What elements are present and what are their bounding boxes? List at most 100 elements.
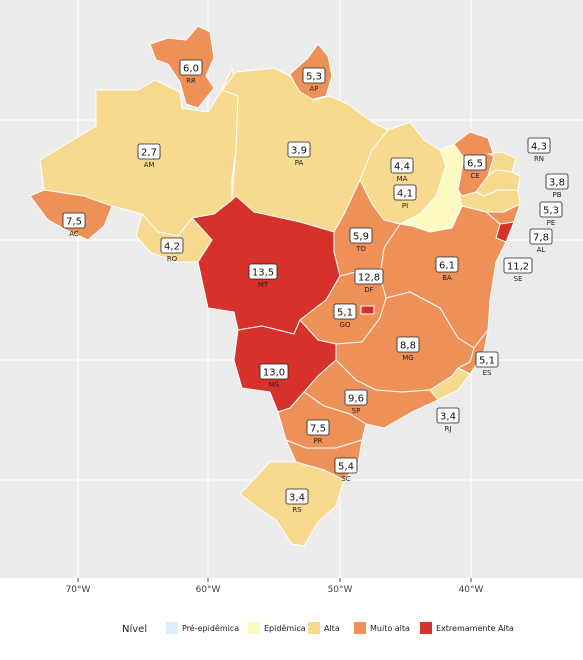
- state-abbr: PE: [547, 219, 556, 227]
- legend-swatch-epi: [248, 622, 260, 634]
- state-label-AM: 2,7 AM: [137, 143, 161, 169]
- state-abbr: PA: [295, 159, 304, 167]
- state-value-box: [287, 141, 311, 158]
- state-abbr: DF: [364, 286, 373, 294]
- legend-swatch-pre: [166, 622, 178, 634]
- state-abbr: RR: [186, 77, 196, 85]
- state-value-box: [302, 67, 326, 84]
- x-tick-label: 40°W: [459, 585, 484, 595]
- state-value: 5,9: [353, 232, 369, 243]
- state-value: 5,3: [543, 206, 559, 217]
- state-label-CE: 6,5 CE: [463, 154, 487, 180]
- state-value-box: [393, 184, 417, 201]
- state-label-RS: 3,4 RS: [285, 488, 309, 514]
- state-value: 13,0: [263, 368, 285, 379]
- state-value: 5,1: [337, 308, 353, 319]
- state-value: 4,2: [164, 242, 180, 253]
- state-value-box: [435, 256, 459, 273]
- state-label-RN: 4,3 RN: [527, 137, 551, 163]
- state-label-PI: 4,1 PI: [393, 184, 417, 210]
- state-label-SP: 9,6 SP: [344, 389, 368, 415]
- state-label-RO: 4,2 RO: [160, 237, 184, 263]
- state-label-MG: 8,8 MG: [396, 336, 420, 362]
- state-value: 3,9: [291, 146, 307, 157]
- state-abbr: PB: [552, 191, 561, 199]
- state-abbr: PI: [402, 202, 408, 210]
- legend: Nível Pré-epidêmica Epidêmica Alta Muito al…: [122, 622, 514, 635]
- state-value: 3,4: [289, 493, 305, 504]
- state-value-box: [390, 157, 414, 174]
- legend-swatch-alta: [308, 622, 320, 634]
- state-value-box: [248, 263, 278, 280]
- state-label-MA: 4,4 MA: [390, 157, 414, 183]
- legend-label-epi: Epidêmica: [264, 623, 306, 633]
- state-abbr: RJ: [445, 425, 452, 433]
- state-abbr: MS: [269, 381, 280, 389]
- state-abbr: SE: [514, 275, 523, 283]
- state-value-box: [160, 237, 184, 254]
- state-value: 9,6: [348, 394, 364, 405]
- state-label-GO: 5,1 GO: [333, 303, 357, 329]
- state-label-RJ: 3,4 RJ: [436, 407, 460, 433]
- state-abbr: AM: [144, 161, 155, 169]
- state-value-box: [436, 407, 460, 424]
- state-value: 3,8: [549, 178, 565, 189]
- state-label-DF: 12,8 DF: [354, 268, 384, 294]
- legend-label-muito: Muito alta: [370, 624, 410, 633]
- state-value-box: [62, 212, 86, 229]
- state-abbr: SC: [341, 475, 350, 483]
- state-label-SE: 11,2 SE: [503, 257, 533, 283]
- state-value-box: [179, 59, 203, 76]
- state-label-AL: 7,8 AL: [529, 228, 553, 254]
- state-value-box: [503, 257, 533, 274]
- state-label-PE: 5,3 PE: [539, 201, 563, 227]
- state-abbr: RO: [167, 255, 178, 263]
- state-value: 2,7: [141, 148, 157, 159]
- state-value-box: [344, 389, 368, 406]
- state-value-box: [539, 201, 563, 218]
- legend-title: Nível: [122, 623, 147, 635]
- state-value-box: [349, 227, 373, 244]
- legend-label-alta: Alta: [324, 624, 340, 633]
- state-label-MS: 13,0 MS: [259, 363, 289, 389]
- state-value: 7,5: [310, 424, 326, 435]
- legend-swatch-muito: [354, 622, 366, 634]
- state-value: 5,1: [479, 356, 495, 367]
- legend-swatch-extrema: [420, 622, 432, 634]
- legend-label-extrema: Extremamente Alta: [436, 624, 514, 633]
- state-value-box: [475, 351, 499, 368]
- state-value: 4,4: [394, 162, 410, 173]
- x-tick-label: 50°W: [328, 585, 353, 595]
- state-abbr: RS: [292, 506, 302, 514]
- state-label-PB: 3,8 PB: [545, 173, 569, 199]
- state-value: 6,1: [439, 261, 455, 272]
- state-value-box: [137, 143, 161, 160]
- state-value: 6,0: [183, 64, 199, 75]
- state-label-RR: 6,0 RR: [179, 59, 203, 85]
- x-tick-label: 60°W: [196, 585, 221, 595]
- state-value: 4,1: [397, 189, 413, 200]
- state-label-AC: 7,5 AC: [62, 212, 86, 238]
- state-label-PR: 7,5 PR: [306, 419, 330, 445]
- state-abbr: AP: [309, 85, 318, 93]
- state-abbr: ES: [483, 369, 492, 377]
- state-value-box: [396, 336, 420, 353]
- state-abbr: PR: [313, 437, 322, 445]
- state-label-TO: 5,9 TO: [349, 227, 373, 253]
- state-value-box: [545, 173, 569, 190]
- state-value-box: [285, 488, 309, 505]
- x-axis: 70°W 60°W 50°W 40°W: [66, 578, 484, 595]
- state-value: 11,2: [507, 262, 529, 273]
- state-abbr: TO: [355, 245, 366, 253]
- state-value: 4,3: [531, 142, 547, 153]
- state-value: 5,4: [338, 462, 354, 473]
- state-value: 8,8: [400, 341, 416, 352]
- state-abbr: GO: [340, 321, 351, 329]
- state-label-MT: 13,5 MT: [248, 263, 278, 289]
- state-abbr: BA: [442, 274, 452, 282]
- state-abbr: MG: [402, 354, 413, 362]
- state-abbr: AL: [537, 246, 546, 254]
- state-value: 13,5: [252, 268, 274, 279]
